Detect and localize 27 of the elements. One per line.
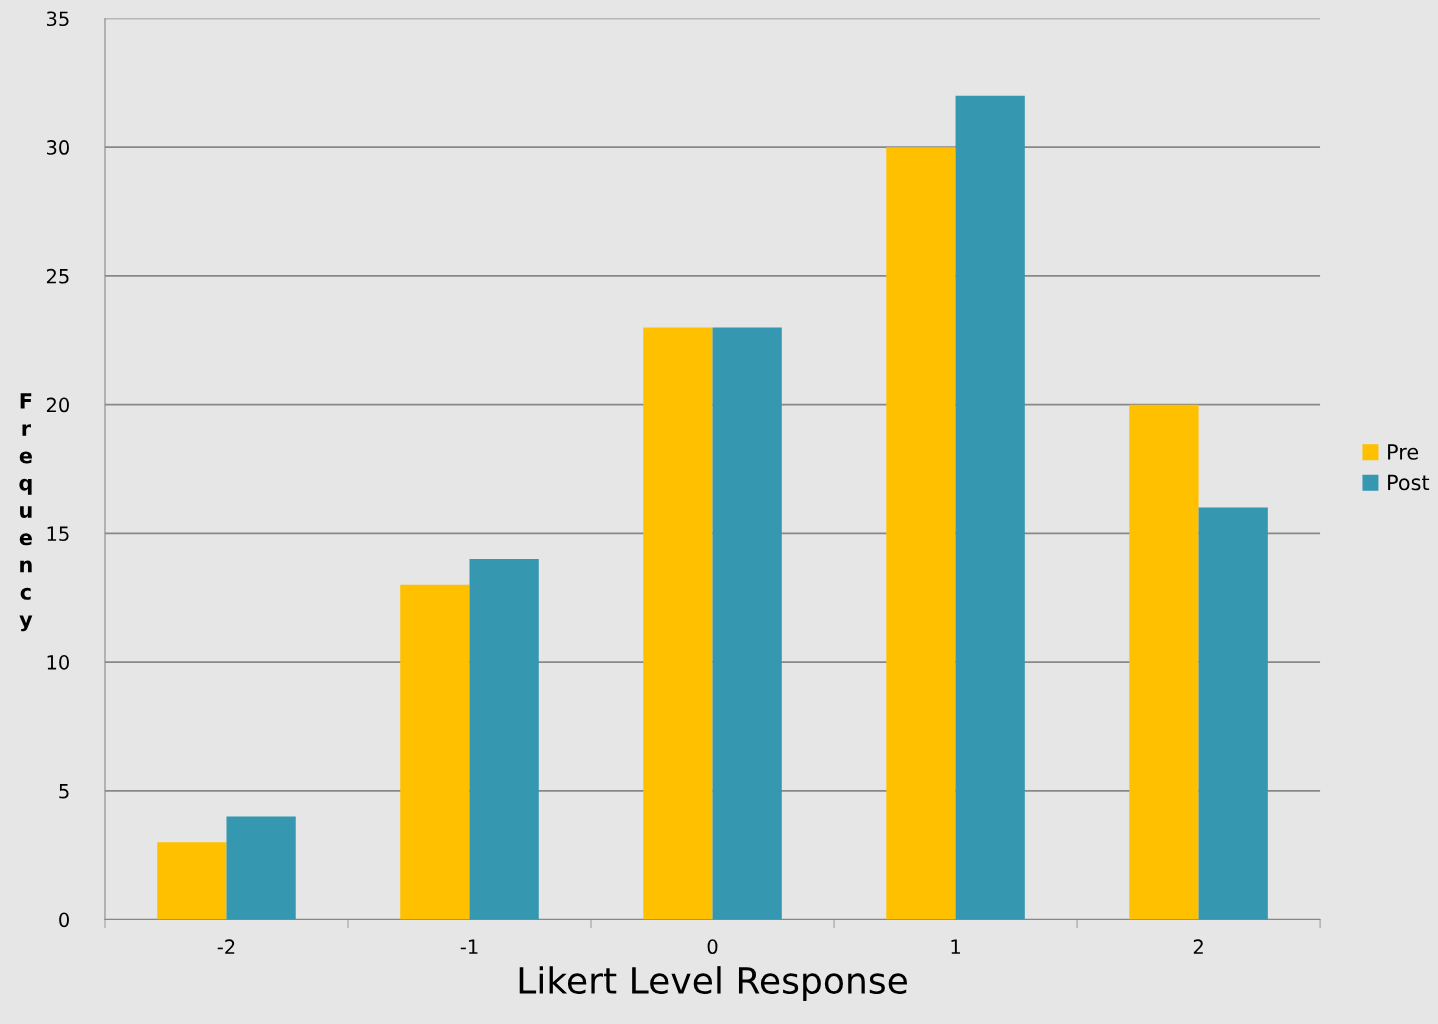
y-tick-label: 0	[59, 912, 69, 928]
legend-label: Pre	[1388, 444, 1419, 460]
x-tick-label: 1	[951, 939, 960, 954]
y-tick-label: 30	[46, 140, 69, 155]
bar	[1198, 507, 1268, 920]
y-tick-label: 10	[47, 655, 69, 670]
x-tick-label: 2	[1193, 939, 1203, 954]
y-tick-label: 15	[47, 526, 69, 542]
bar	[1129, 404, 1199, 920]
text: Frequency	[19, 393, 33, 632]
x-tick-label: -2	[217, 939, 235, 954]
bar	[886, 147, 956, 920]
y-tick-label: 25	[46, 268, 69, 284]
x-axis-title: Likert Level Response	[519, 966, 907, 1002]
bar	[469, 559, 539, 920]
bar	[712, 327, 782, 920]
bar	[226, 816, 296, 920]
y-tick-label: 5	[59, 784, 69, 799]
x-tick-label: 0	[707, 939, 718, 955]
bar	[643, 327, 713, 920]
bar	[955, 95, 1025, 920]
y-tick-label: 20	[46, 397, 69, 413]
y-tick-label: 35	[46, 11, 69, 27]
bar	[157, 842, 227, 920]
bar	[400, 584, 470, 920]
legend-label: Post	[1388, 474, 1430, 491]
x-tick-label: -1	[460, 939, 478, 954]
